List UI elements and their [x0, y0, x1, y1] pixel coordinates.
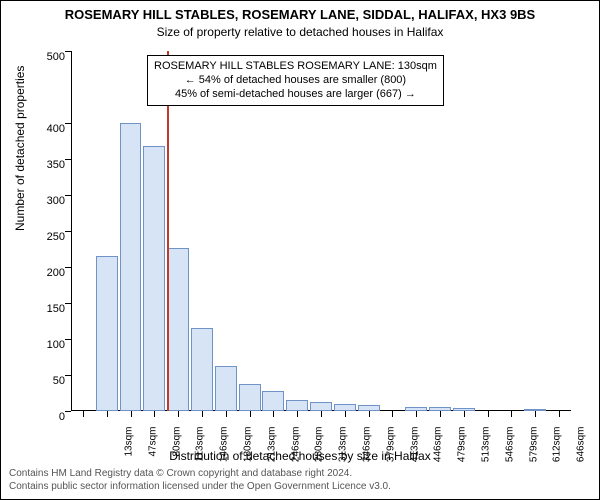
- bar: [334, 404, 356, 411]
- y-tick-label: 100: [33, 339, 65, 351]
- bar: [96, 256, 118, 411]
- callout-line-2: ← 54% of detached houses are smaller (80…: [154, 74, 437, 88]
- y-tick-mark: [65, 159, 71, 160]
- bar: [215, 366, 237, 411]
- x-tick-mark: [250, 411, 251, 417]
- footer-attribution: Contains HM Land Registry data © Crown c…: [9, 468, 591, 493]
- x-tick-mark: [83, 411, 84, 417]
- x-tick-mark: [369, 411, 370, 417]
- y-tick-label: 400: [33, 123, 65, 135]
- y-tick-mark: [65, 375, 71, 376]
- y-tick-label: 200: [33, 267, 65, 279]
- x-tick-mark: [392, 411, 393, 417]
- callout-line-3: 45% of semi-detached houses are larger (…: [154, 88, 437, 102]
- y-tick-label: 150: [33, 303, 65, 315]
- bar: [286, 400, 308, 411]
- y-tick-mark: [65, 411, 71, 412]
- x-tick-mark: [297, 411, 298, 417]
- x-tick-mark: [559, 411, 560, 417]
- chart-container: ROSEMARY HILL STABLES, ROSEMARY LANE, SI…: [0, 0, 600, 500]
- x-tick-mark: [154, 411, 155, 417]
- chart-title-sub: Size of property relative to detached ho…: [1, 25, 599, 39]
- x-tick-mark: [440, 411, 441, 417]
- y-tick-mark: [65, 267, 71, 268]
- callout-line-1: ROSEMARY HILL STABLES ROSEMARY LANE: 130…: [154, 60, 437, 74]
- y-tick-label: 500: [33, 51, 65, 63]
- bar: [191, 328, 213, 411]
- y-tick-mark: [65, 123, 71, 124]
- y-tick-label: 50: [33, 375, 65, 387]
- x-tick-mark: [416, 411, 417, 417]
- x-tick-mark: [273, 411, 274, 417]
- footer-line-1: Contains HM Land Registry data © Crown c…: [9, 468, 591, 481]
- y-tick-mark: [65, 231, 71, 232]
- x-tick-mark: [107, 411, 108, 417]
- y-tick-label: 0: [33, 411, 65, 423]
- y-tick-mark: [65, 51, 71, 52]
- callout-box: ROSEMARY HILL STABLES ROSEMARY LANE: 130…: [147, 55, 444, 106]
- bar: [143, 146, 165, 411]
- y-tick-mark: [65, 339, 71, 340]
- bar: [120, 123, 142, 411]
- x-tick-mark: [226, 411, 227, 417]
- bar: [262, 391, 284, 411]
- x-tick-mark: [535, 411, 536, 417]
- x-axis-label: Distribution of detached houses by size …: [1, 449, 599, 463]
- footer-line-2: Contains public sector information licen…: [9, 481, 591, 494]
- y-tick-label: 350: [33, 159, 65, 171]
- x-tick-mark: [464, 411, 465, 417]
- x-tick-mark: [131, 411, 132, 417]
- x-tick-mark: [345, 411, 346, 417]
- y-tick-label: 300: [33, 195, 65, 207]
- bar: [239, 384, 261, 411]
- bar: [167, 248, 189, 411]
- y-tick-label: 250: [33, 231, 65, 243]
- bar: [310, 402, 332, 411]
- y-tick-mark: [65, 195, 71, 196]
- y-tick-mark: [65, 303, 71, 304]
- x-tick-mark: [321, 411, 322, 417]
- x-tick-mark: [511, 411, 512, 417]
- x-tick-mark: [202, 411, 203, 417]
- y-axis-label: Number of detached properties: [13, 66, 27, 231]
- x-tick-mark: [488, 411, 489, 417]
- x-tick-mark: [178, 411, 179, 417]
- y-axis-line: [71, 51, 72, 411]
- chart-title-main: ROSEMARY HILL STABLES, ROSEMARY LANE, SI…: [1, 7, 599, 22]
